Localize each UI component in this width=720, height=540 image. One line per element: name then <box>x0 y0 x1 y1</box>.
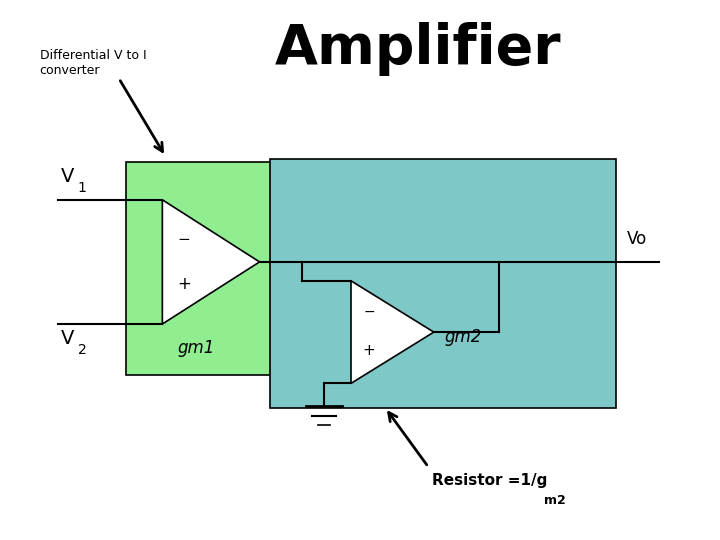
Text: 2: 2 <box>78 343 86 357</box>
Bar <box>270 159 616 408</box>
Text: V: V <box>61 167 75 186</box>
Polygon shape <box>351 281 433 383</box>
Text: +: + <box>177 275 191 293</box>
Text: Vo: Vo <box>626 231 647 248</box>
Text: 1: 1 <box>78 181 86 195</box>
Polygon shape <box>162 200 260 324</box>
Text: V: V <box>61 329 75 348</box>
Text: Amplifier: Amplifier <box>274 22 561 76</box>
Bar <box>126 162 274 375</box>
Text: −: − <box>177 232 190 247</box>
Text: Differential V to I
converter: Differential V to I converter <box>40 49 146 77</box>
Text: +: + <box>363 343 376 358</box>
Text: m2: m2 <box>544 494 565 507</box>
Text: gm1: gm1 <box>178 339 215 357</box>
Text: −: − <box>364 305 375 319</box>
Text: gm2: gm2 <box>445 328 482 346</box>
Text: Resistor =1/g: Resistor =1/g <box>432 472 547 488</box>
